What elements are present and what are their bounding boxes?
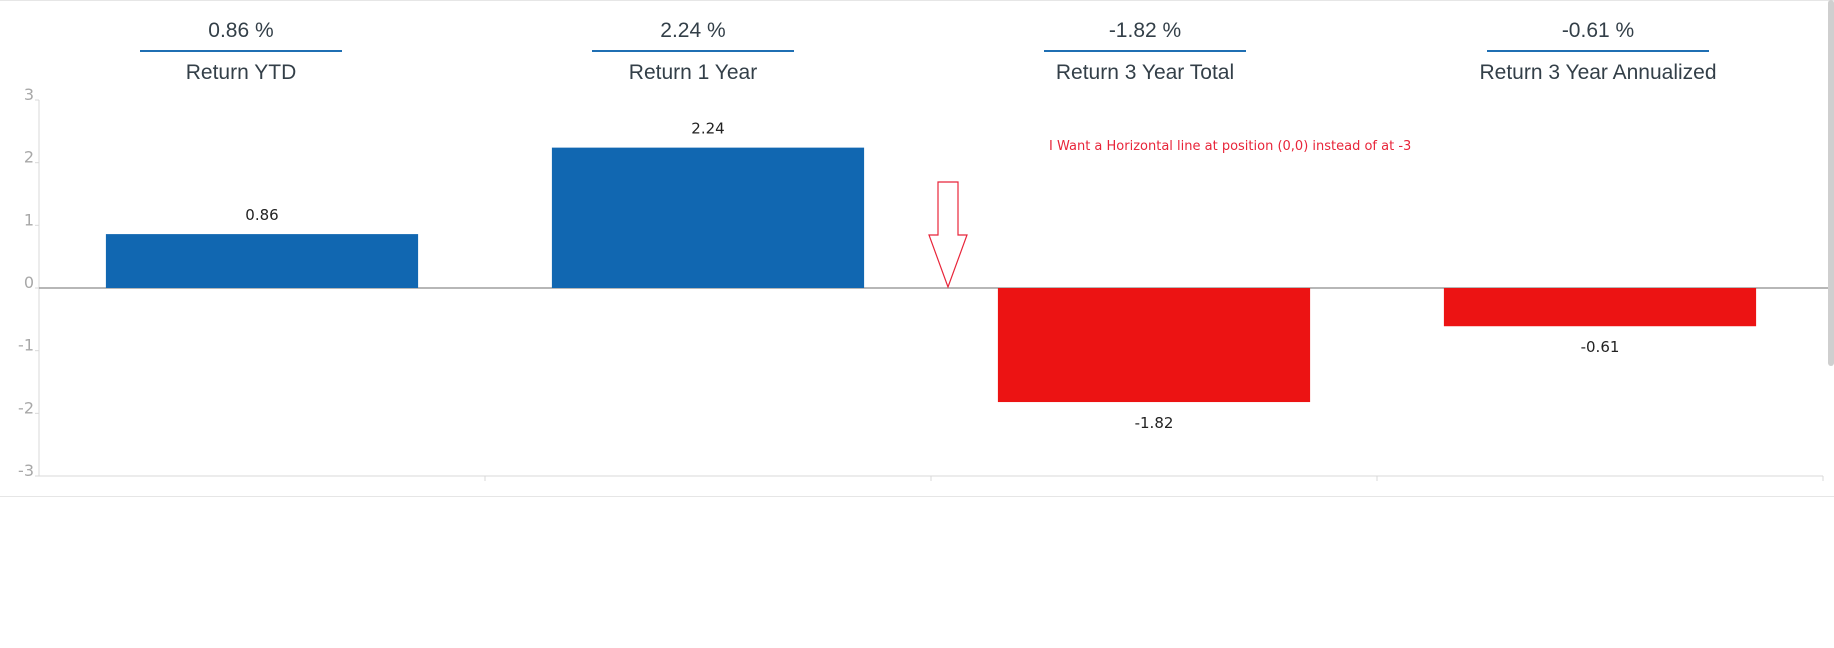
y-tick-label: 2 [24, 148, 34, 167]
data-label: 0.86 [245, 206, 278, 224]
kpi-value: 2.24 % [660, 19, 726, 42]
kpi-return-3-year-total: -1.82 % Return 3 Year Total [1044, 14, 1246, 90]
kpi-label: Return 3 Year Annualized [1479, 61, 1717, 84]
y-tick-label: 3 [24, 85, 34, 104]
vertical-scrollbar[interactable] [1828, 0, 1834, 366]
down-arrow-icon [928, 181, 968, 289]
chart-panel [0, 0, 1834, 497]
kpi-label: Return 1 Year [628, 61, 758, 84]
kpi-return-ytd: 0.86 % Return YTD [140, 14, 342, 90]
kpi-value: -0.61 % [1561, 19, 1635, 42]
data-label: 2.24 [691, 120, 724, 138]
y-tick-label: -2 [18, 398, 34, 417]
bar[interactable] [551, 147, 865, 288]
kpi-label: Return 3 Year Total [1055, 61, 1235, 84]
kpi-label: Return YTD [185, 61, 297, 84]
y-tick-label: 1 [24, 210, 34, 229]
bar[interactable] [997, 288, 1311, 403]
kpi-return-3-year-annualized: -0.61 % Return 3 Year Annualized [1476, 14, 1720, 90]
y-tick-label: -1 [18, 336, 34, 355]
y-tick-label: 0 [24, 273, 34, 292]
kpi-underline [1487, 50, 1709, 52]
annotation-text: I Want a Horizontal line at position (0,… [1049, 139, 1411, 154]
data-label: -1.82 [1135, 414, 1174, 432]
y-tick-label: -3 [18, 461, 34, 480]
kpi-underline [1044, 50, 1246, 52]
kpi-underline [592, 50, 794, 52]
bar[interactable] [105, 234, 419, 288]
kpi-underline [140, 50, 342, 52]
data-label: -0.61 [1581, 338, 1620, 356]
kpi-value: -1.82 % [1108, 19, 1182, 42]
bar[interactable] [1443, 288, 1757, 327]
kpi-return-1-year: 2.24 % Return 1 Year [592, 14, 794, 90]
bar-chart: 3 2 1 0 -1 -2 -3 0.86 2.24 -1.82 -0.61 I Want a H… [18, 85, 1834, 481]
kpi-value: 0.86 % [208, 19, 274, 42]
